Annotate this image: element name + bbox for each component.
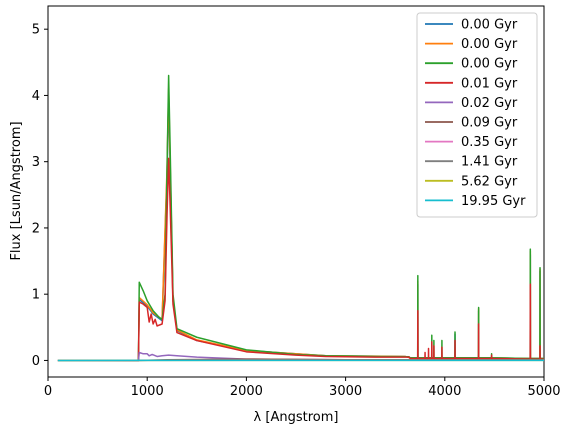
legend-entry-label: 0.00 Gyr xyxy=(461,37,518,52)
legend: 0.00 Gyr 0.00 Gyr 0.00 Gyr 0.01 Gyr 0.02 Gyr… xyxy=(416,12,538,218)
legend-entry-label: 5.62 Gyr xyxy=(461,174,518,189)
x-tick-label: 5000 xyxy=(527,384,560,399)
y-axis-label: Flux [Lsun/Angstrom] xyxy=(9,121,24,260)
legend-entry-label: 0.02 Gyr xyxy=(461,96,518,111)
y-tick-label: 3 xyxy=(32,155,40,170)
x-tick-label: 2000 xyxy=(230,384,263,399)
legend-entry-label: 0.00 Gyr xyxy=(461,18,518,33)
legend-entry-label: 0.01 Gyr xyxy=(461,76,518,91)
y-tick-label: 2 xyxy=(32,221,40,236)
series-line-3 xyxy=(57,157,544,362)
series-lines xyxy=(57,74,544,362)
y-axis-ticks: 0 1 2 3 4 5 xyxy=(32,23,48,369)
y-tick-label: 4 xyxy=(32,89,40,104)
legend-entry-label: 19.95 Gyr xyxy=(461,194,526,209)
x-tick-label: 4000 xyxy=(428,384,461,399)
x-axis-label: λ [Angstrom] xyxy=(254,410,339,425)
y-tick-label: 0 xyxy=(32,354,40,369)
legend-entry-label: 0.35 Gyr xyxy=(461,135,518,150)
legend-entry-label: 1.41 Gyr xyxy=(461,155,518,170)
x-tick-label: 1000 xyxy=(131,384,164,399)
x-axis-ticks: 0 1000 2000 3000 4000 5000 xyxy=(44,377,561,399)
series-line-4 xyxy=(57,351,544,362)
plot-area-frame xyxy=(47,5,545,378)
legend-entry-label: 0.09 Gyr xyxy=(461,116,518,131)
y-tick-label: 1 xyxy=(32,288,40,303)
x-tick-label: 3000 xyxy=(329,384,362,399)
x-tick-label: 0 xyxy=(44,384,52,399)
legend-entry-label: 0.00 Gyr xyxy=(461,57,518,72)
y-tick-label: 5 xyxy=(32,23,40,38)
